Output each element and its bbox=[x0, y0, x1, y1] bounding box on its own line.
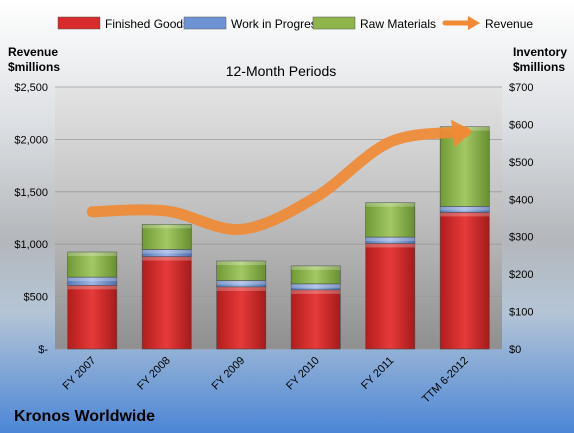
bar-highlight-raw-materials bbox=[67, 252, 117, 257]
revenue-line bbox=[86, 126, 471, 235]
bar-highlight-work-in-progress bbox=[291, 283, 341, 288]
bar-highlight-work-in-progress bbox=[216, 280, 266, 285]
bar-highlight-raw-materials bbox=[291, 265, 341, 270]
chart-title: 12-Month Periods bbox=[226, 63, 337, 79]
legend-item-finished-goods: Finished Goods bbox=[57, 16, 189, 31]
bar-highlight-work-in-progress bbox=[67, 277, 117, 282]
left-tick-label: $2,500 bbox=[14, 82, 48, 94]
left-tick-label: $500 bbox=[24, 292, 48, 304]
left-axis-title-line1: Revenue bbox=[8, 45, 58, 59]
bar-segment-finished-goods bbox=[439, 212, 490, 350]
bar-highlight-finished-goods bbox=[440, 212, 490, 217]
bar-highlight-finished-goods bbox=[216, 286, 266, 291]
bar-segment-raw-materials bbox=[290, 265, 341, 285]
legend-item-raw-materials: Raw Materials bbox=[312, 16, 436, 31]
legend-label-raw-materials: Raw Materials bbox=[360, 17, 436, 31]
bar-highlight-work-in-progress bbox=[440, 206, 490, 211]
gridlines bbox=[55, 86, 502, 350]
bar-segment-finished-goods bbox=[365, 243, 416, 350]
right-axis-title-line1: Inventory bbox=[513, 45, 567, 59]
legend-item-work-in-progress: Work in Progress bbox=[183, 16, 323, 31]
bar-segment-raw-materials bbox=[365, 202, 416, 238]
right-tick-label: $100 bbox=[509, 307, 533, 319]
bar-segment-raw-materials bbox=[439, 126, 490, 207]
right-tick-label: $300 bbox=[509, 232, 533, 244]
bar-segment-raw-materials bbox=[216, 260, 267, 281]
bar-segment-finished-goods bbox=[290, 289, 341, 350]
right-tick-label: $200 bbox=[509, 269, 533, 281]
bar-highlight-raw-materials bbox=[142, 224, 192, 229]
legend-swatch-raw-materials bbox=[312, 16, 356, 30]
legend-label-work-in-progress: Work in Progress bbox=[231, 17, 323, 31]
left-tick-label: $- bbox=[38, 344, 48, 356]
legend-arrow-revenue bbox=[468, 16, 480, 30]
right-tick-label: $0 bbox=[509, 344, 521, 356]
legend-item-revenue: Revenue bbox=[442, 16, 533, 31]
bar-highlight-finished-goods bbox=[365, 243, 415, 248]
bar-highlight-finished-goods bbox=[142, 256, 192, 261]
bar-highlight-finished-goods bbox=[291, 289, 341, 294]
legend-label-revenue: Revenue bbox=[485, 17, 533, 31]
legend-swatch-work-in-progress bbox=[183, 16, 227, 30]
left-tick-label: $1,500 bbox=[14, 187, 48, 199]
revenue-line-arrowhead bbox=[451, 119, 473, 148]
right-tick-label: $600 bbox=[509, 119, 533, 131]
bar-highlight-work-in-progress bbox=[365, 237, 415, 242]
bar-highlight-raw-materials bbox=[365, 202, 415, 207]
right-axis-ticks: $0 $100 $200 $300 $400 $500 $600 $700 bbox=[509, 82, 533, 356]
legend-label-finished-goods: Finished Goods bbox=[105, 17, 189, 31]
left-tick-label: $2,000 bbox=[14, 134, 48, 146]
right-tick-label: $700 bbox=[509, 82, 533, 94]
legend-swatch-finished-goods bbox=[57, 16, 101, 30]
company-title: Kronos Worldwide bbox=[14, 408, 155, 425]
left-tick-label: $1,000 bbox=[14, 239, 48, 251]
bar-segment-raw-materials bbox=[67, 251, 118, 278]
revenue-line-layer bbox=[86, 119, 473, 235]
bar-highlight-finished-goods bbox=[67, 285, 117, 290]
bar-segment-finished-goods bbox=[67, 285, 118, 350]
left-axis-ticks: $- $500 $1,000 $1,500 $2,000 $2,500 bbox=[14, 82, 48, 356]
right-tick-label: $400 bbox=[509, 194, 533, 206]
bar-segment-raw-materials bbox=[141, 224, 192, 250]
legend: Finished Goods Work in Progress Raw Mate… bbox=[57, 16, 533, 31]
bar-highlight-work-in-progress bbox=[142, 249, 192, 254]
bar-highlight-raw-materials bbox=[216, 261, 266, 266]
bars-layer bbox=[67, 126, 490, 350]
bar-segment-finished-goods bbox=[216, 286, 267, 350]
right-tick-label: $500 bbox=[509, 157, 533, 169]
bar-segment-finished-goods bbox=[141, 256, 192, 350]
right-axis-title-line2: $millions bbox=[513, 60, 565, 74]
left-axis-title-line2: $millions bbox=[8, 60, 60, 74]
